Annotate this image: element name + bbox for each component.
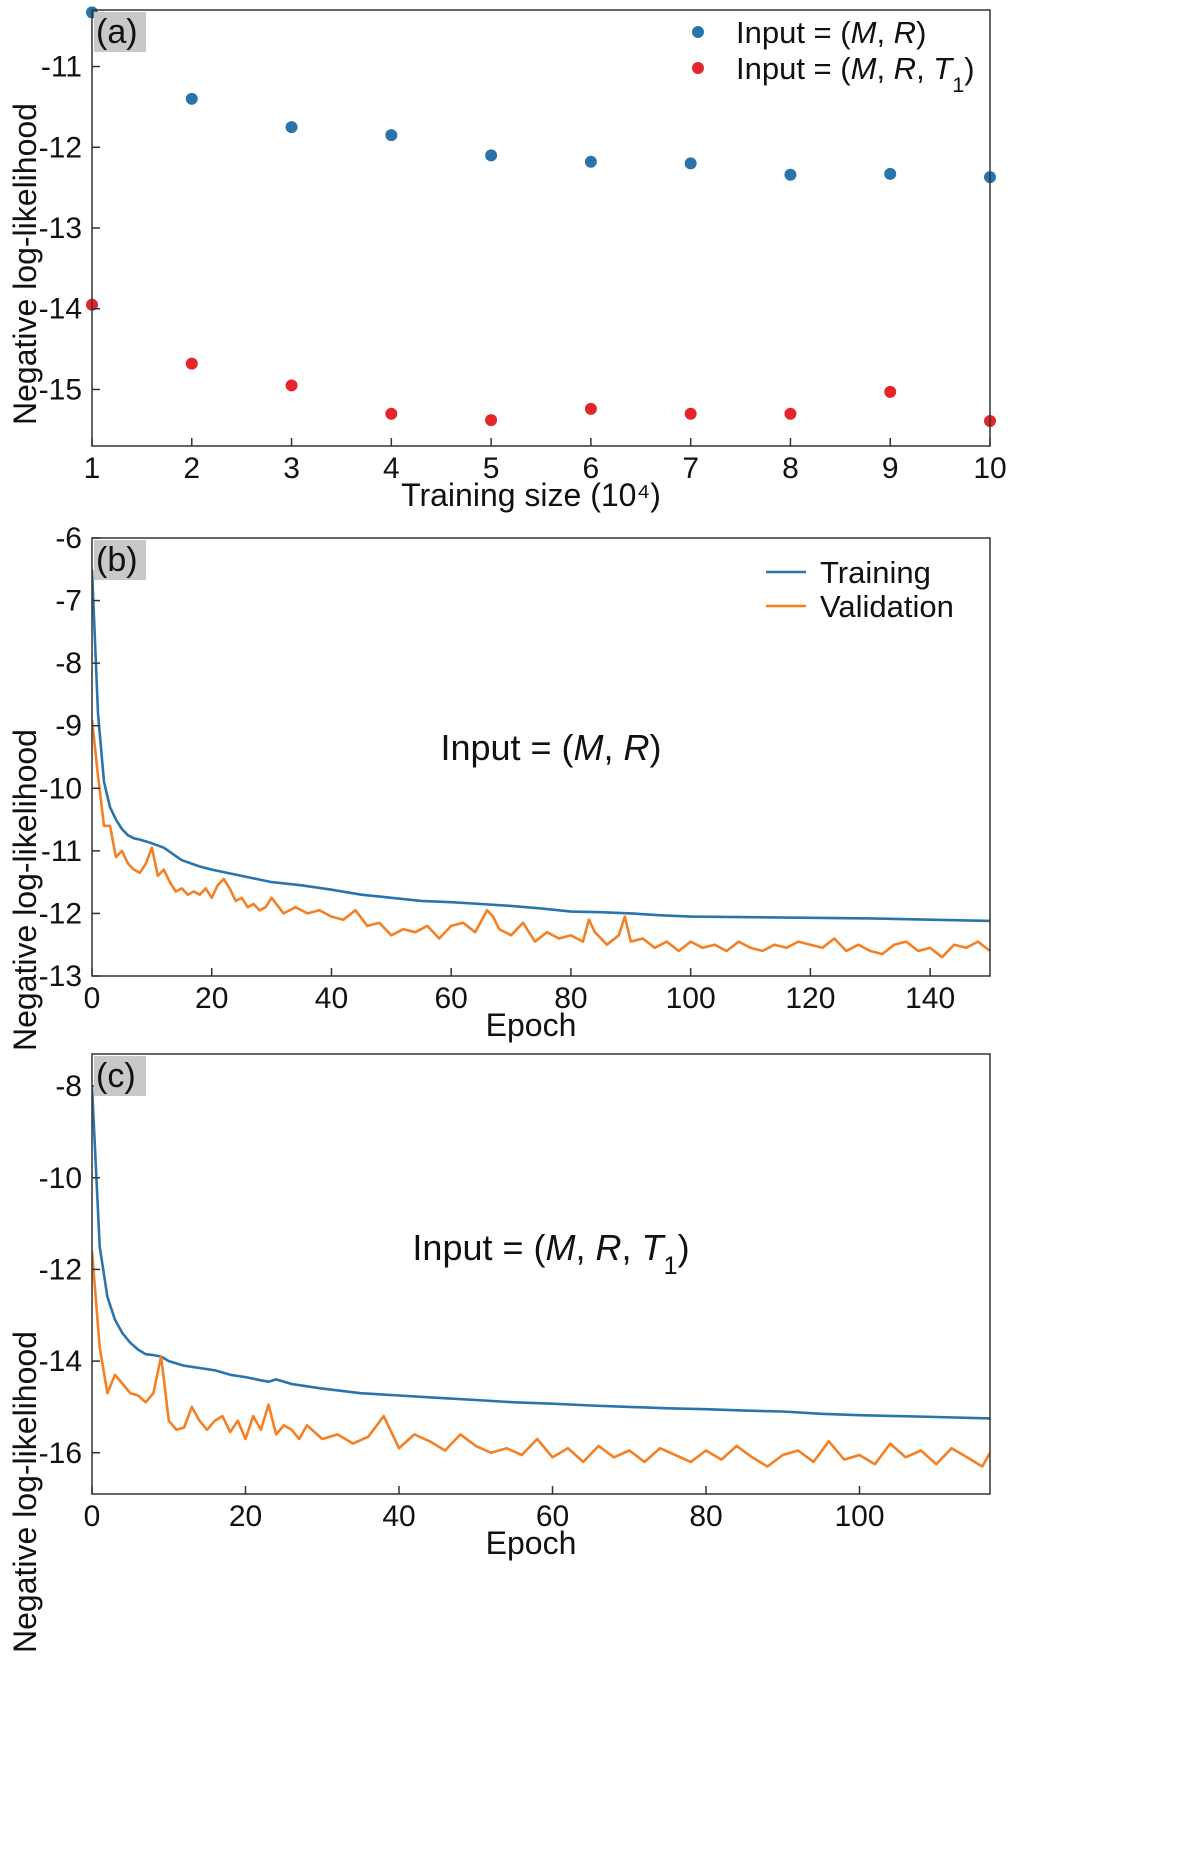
panel-c-ytick-label: -16 xyxy=(39,1437,82,1470)
panel-c-ytick-label: -8 xyxy=(55,1070,82,1103)
panel-c-label: (c) xyxy=(96,1057,136,1095)
panel-a-legend-label-2: Input = (M, R, T1) xyxy=(736,51,975,97)
panel-a-point-s1-6 xyxy=(584,155,597,168)
panel-a-xtick-label: 1 xyxy=(84,452,101,485)
panel-c-ylabel: Negative log-likelihood xyxy=(7,1331,43,1653)
panel-c-xtick-label: 0 xyxy=(84,1500,101,1533)
panel-c-annotation: Input = (M, R, T1) xyxy=(412,1227,689,1280)
panel-b-xtick-label: 60 xyxy=(435,982,468,1015)
panel-b-ytick-label: -10 xyxy=(39,772,82,805)
panel-b-line-training xyxy=(92,569,990,923)
panel-a-point-s1-4 xyxy=(385,129,398,142)
panel-c-label-box xyxy=(94,1056,146,1096)
panel-a-point-s2-8 xyxy=(784,407,797,420)
panel-a-xtick-label: 7 xyxy=(682,452,699,485)
panel-b-ylabel: Negative log-likelihood xyxy=(7,729,43,1051)
panel-a-point-s1-2 xyxy=(185,92,198,105)
panel-a-point-s2-6 xyxy=(584,402,597,415)
panel-a-ytick-label: -13 xyxy=(39,212,82,245)
panel-b-xtick-label: 0 xyxy=(84,982,101,1015)
panel-b-label: (b) xyxy=(96,541,138,579)
panel-b-legend-label-2: Validation xyxy=(820,589,954,624)
panel-c-line-training xyxy=(92,1086,990,1420)
panel-c-line-validation xyxy=(92,1250,990,1468)
panel-b-xtick-label: 40 xyxy=(315,982,348,1015)
panel-c-xtick-label: 80 xyxy=(689,1500,722,1533)
panel-a-point-s2-4 xyxy=(385,407,398,420)
panel-a-legend-label-1: Input = (M, R) xyxy=(736,15,926,50)
panel-a-ytick-label: -12 xyxy=(39,131,82,164)
panel-a-point-s2-9 xyxy=(884,385,897,398)
panel-c-xtick-label: 20 xyxy=(229,1500,262,1533)
panel-a-ylabel: Negative log-likelihood xyxy=(7,103,43,425)
panel-a-point-s1-7 xyxy=(684,157,697,170)
panel-b-ytick-label: -11 xyxy=(41,835,82,868)
panel-a-point-s2-5 xyxy=(485,414,498,427)
panel-b-ytick-label: -7 xyxy=(55,585,82,618)
panel-b-frame xyxy=(91,537,991,977)
panel-a-point-s2-3 xyxy=(285,379,298,392)
panel-c-ytick-label: -14 xyxy=(39,1345,82,1378)
panel-b-xtick-label: 20 xyxy=(195,982,228,1015)
panel-a: Negative log-likelihood 1 2 3 4 5 6 7 8 9 10 -11 -1… xyxy=(7,6,1007,513)
panel-a-xtick-label: 8 xyxy=(782,452,799,485)
panel-c-xtick-label: 60 xyxy=(536,1500,569,1533)
panel-a-xtick-label: 2 xyxy=(183,452,200,485)
panel-c-ytick-label: -12 xyxy=(39,1253,82,1286)
panel-a-xtick-label: 3 xyxy=(283,452,300,485)
panel-a-point-s2-2 xyxy=(185,357,198,370)
panel-a-point-s1-8 xyxy=(784,168,797,181)
panel-a-xtick-label: 9 xyxy=(882,452,899,485)
panel-a-label-box xyxy=(94,12,146,52)
panel-a-xtick-label: 4 xyxy=(383,452,400,485)
panel-b-xtick-label: 120 xyxy=(785,982,835,1015)
panel-a-xlabel: Training size (10⁴) xyxy=(401,477,661,513)
panel-b: Negative log-likelihood 0 20 40 60 80 100 120 1… xyxy=(7,522,991,1051)
panel-b-ytick-label: -8 xyxy=(55,647,82,680)
panel-b-ytick-label: -6 xyxy=(55,522,82,555)
panel-b-line-validation xyxy=(92,719,990,959)
panel-c-xtick-label: 40 xyxy=(382,1500,415,1533)
panel-a-point-s1-9 xyxy=(884,167,897,180)
panel-b-legend-label-1: Training xyxy=(820,555,931,590)
panel-a-xtick-label: 5 xyxy=(483,452,500,485)
panel-a-ytick-label: -11 xyxy=(41,51,82,84)
panel-a-xtick-label: 6 xyxy=(583,452,600,485)
panel-a-point-s1-3 xyxy=(285,121,298,134)
panel-a-legend-marker-2 xyxy=(692,62,704,74)
panel-a-legend-marker-1 xyxy=(692,26,704,38)
panel-b-ytick-label: -12 xyxy=(39,897,82,930)
panel-c-xlabel: Epoch xyxy=(486,1525,577,1561)
panel-c: Negative log-likelihood 0 20 40 60 80 100 -8 -1… xyxy=(7,1053,991,1653)
panel-a-point-s2-7 xyxy=(684,407,697,420)
panel-a-point-s1-5 xyxy=(485,149,498,162)
panel-b-xtick-label: 80 xyxy=(554,982,587,1015)
panel-a-xtick-label: 10 xyxy=(973,452,1006,485)
panel-c-frame xyxy=(91,1053,991,1495)
panel-b-xtick-label: 140 xyxy=(905,982,955,1015)
panel-c-ytick-label: -10 xyxy=(39,1162,82,1195)
panel-a-ytick-label: -14 xyxy=(39,293,82,326)
panel-b-label-box xyxy=(94,540,146,580)
panel-b-xtick-label: 100 xyxy=(666,982,716,1015)
panel-b-ytick-label: -13 xyxy=(39,960,82,993)
panel-a-label: (a) xyxy=(96,13,138,51)
panel-b-annotation: Input = (M, R) xyxy=(440,727,661,768)
panel-c-xtick-label: 100 xyxy=(834,1500,884,1533)
panel-b-ytick-label: -9 xyxy=(55,710,82,743)
panel-a-ytick-label: -15 xyxy=(39,373,82,406)
panel-b-xlabel: Epoch xyxy=(486,1007,577,1043)
